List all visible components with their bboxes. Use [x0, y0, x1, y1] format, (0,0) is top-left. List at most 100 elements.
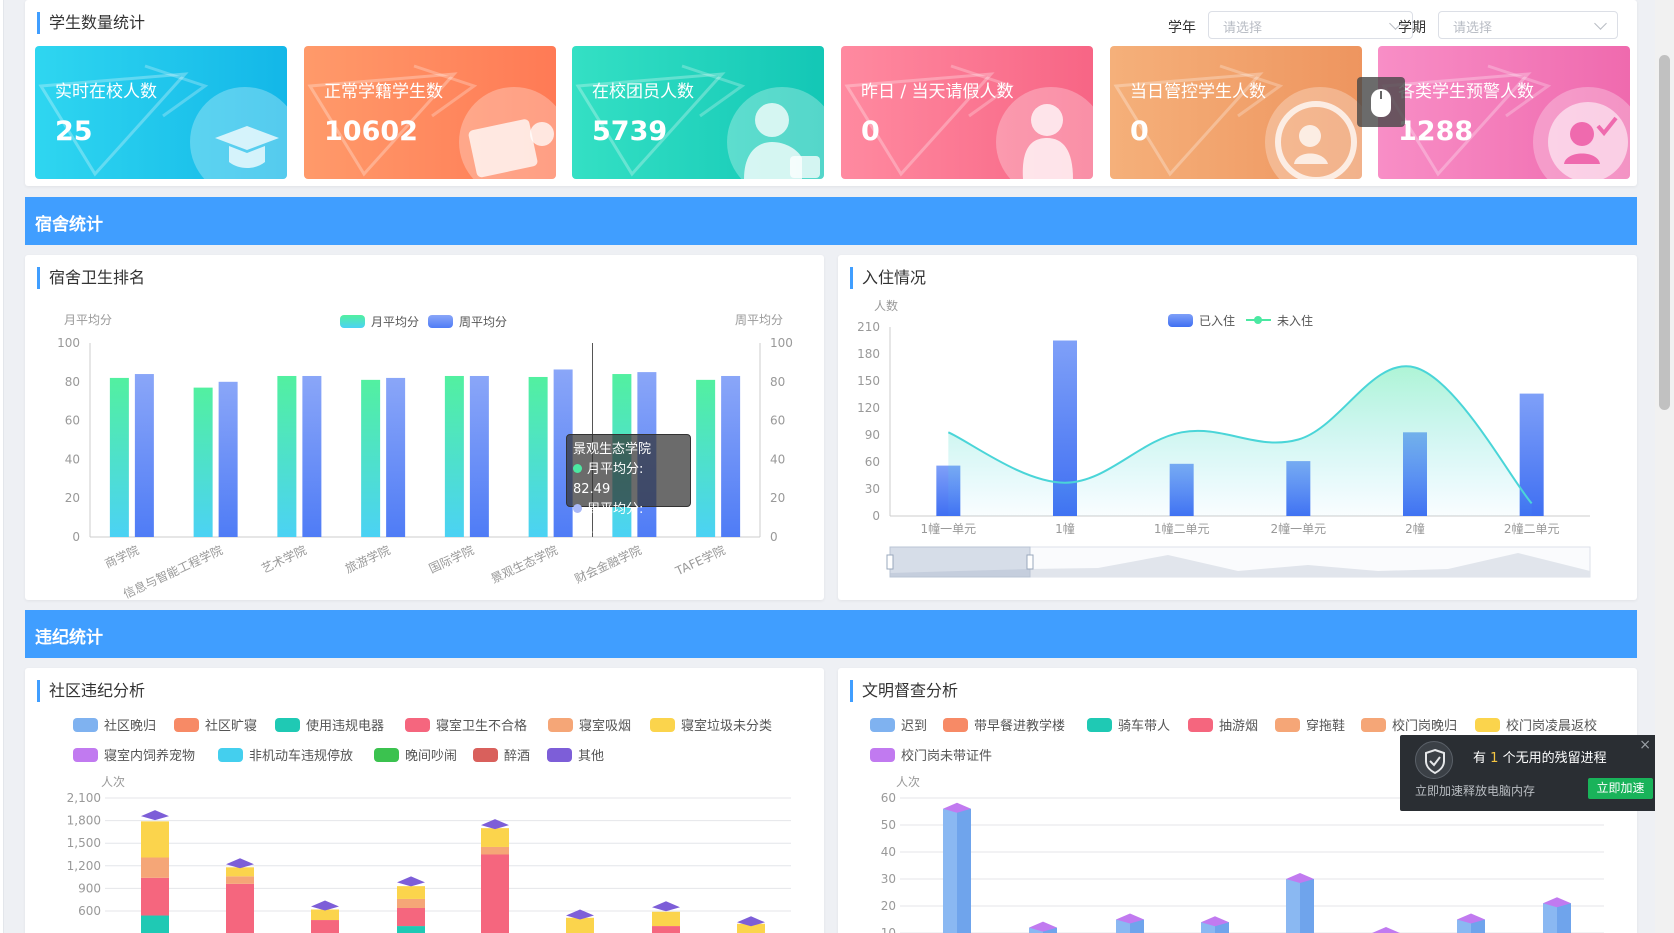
community-legend: 社区晚归 社区旷寝 使用违规电器 寝室卫生不合格 寝室吸烟 寝室垃圾未分类寝室内饲养宠物 非… [25, 668, 824, 768]
y-tick-right: 0 [770, 530, 778, 544]
legend-swatch [1188, 718, 1213, 732]
mouse-body [1371, 89, 1391, 117]
legend-item[interactable]: 使用违规电器 [275, 715, 384, 734]
y-tick: 2,100 [67, 791, 101, 805]
legend-item[interactable]: 寝室内饲养宠物 [73, 745, 195, 764]
legend-item[interactable]: 非机动车违规停放 [218, 745, 353, 764]
bar-civility-side [1130, 919, 1144, 933]
legend-item[interactable]: 寝室卫生不合格 [405, 715, 527, 734]
y-tick: 120 [857, 401, 880, 415]
stat-card[interactable]: 各类学生预警人数 1288 [1378, 46, 1630, 179]
legend-item[interactable]: 社区晚归 [73, 715, 156, 734]
y-tick-left: 0 [72, 530, 80, 544]
bar-cap [943, 802, 971, 813]
stat-card[interactable]: 正常学籍学生数 10602 [304, 46, 556, 179]
bar-segment [226, 876, 254, 884]
legend-item[interactable]: 晚间吵闹 [374, 745, 457, 764]
stat-card[interactable]: 昨日 / 当天请假人数 0 [841, 46, 1093, 179]
year-select[interactable]: 请选择 [1208, 11, 1413, 39]
popup-subtext: 立即加速释放电脑内存 [1415, 784, 1536, 798]
y-tick: 60 [881, 791, 896, 805]
arrow-decoration [681, 64, 746, 118]
civility-chart: 人次 10 20 30 40 50 60 [881, 775, 1604, 933]
legend-swatch [650, 718, 675, 732]
popup-msg-num: 1 [1490, 751, 1499, 766]
bar-segment [397, 886, 425, 899]
bar-cap [397, 876, 425, 887]
zoom-slider-window [889, 546, 1031, 578]
cap-top [215, 126, 279, 150]
arrow-decoration [1219, 64, 1284, 118]
legend-item[interactable]: 带早餐进教学楼 [943, 715, 1065, 734]
y-axis-name: 人次 [101, 775, 125, 789]
legend-swatch [473, 748, 498, 762]
bar-cap [1116, 913, 1144, 924]
tooltip-line-monthly-text: 月平均分: 82.49 [573, 462, 644, 497]
legend-label: 月平均分 [371, 315, 419, 329]
legend-swatch [340, 315, 365, 328]
legend-item[interactable]: 其他 [547, 745, 604, 764]
term-select[interactable]: 请选择 [1438, 11, 1618, 39]
y-tick-right: 100 [770, 336, 793, 350]
bar-civility-side [1557, 903, 1571, 933]
y-tick-left: 40 [65, 452, 80, 466]
body-shape [1564, 153, 1600, 164]
y-tick: 0 [872, 509, 880, 523]
bar-civility-side [1300, 879, 1314, 933]
speed-up-button[interactable]: 立即加速 [1588, 778, 1653, 799]
legend-item[interactable]: 穿拖鞋 [1275, 715, 1345, 734]
legend-item[interactable]: 社区旷寝 [174, 715, 257, 734]
chevron-down-icon [1594, 17, 1607, 30]
cleanup-popup: 有 1 个无用的残留进程 立即加速释放电脑内存 立即加速 × [1400, 735, 1661, 811]
scrollbar[interactable] [1655, 0, 1674, 933]
hygiene-chart: 月平均分 周平均分 月平均分 周平均分 0 0 20 20 40 40 60 60 80 80 100 100… [57, 313, 793, 600]
legend-item[interactable]: 抽游烟 [1188, 715, 1258, 734]
bar-segment [652, 926, 680, 933]
head-shape [755, 103, 789, 137]
bar-cap [1286, 873, 1314, 883]
bar-civility-side [1471, 919, 1485, 933]
stat-card-label: 昨日 / 当天请假人数 [861, 82, 1014, 102]
y-tick: 180 [857, 347, 880, 361]
bar-segment [397, 898, 425, 908]
y-tick: 50 [881, 818, 896, 832]
stat-card-value: 5739 [592, 116, 668, 147]
bar-cap [1029, 921, 1057, 932]
right-axis-name: 周平均分 [735, 313, 783, 327]
close-icon[interactable]: × [1639, 737, 1651, 753]
legend-item[interactable]: 骑车带人 [1087, 715, 1170, 734]
legend-label: 周平均分 [459, 315, 507, 329]
y-tick: 60 [865, 455, 880, 469]
bar-monthly [696, 379, 716, 537]
stat-card-decoration [575, 64, 824, 179]
legend-label: 校门岗晚归 [1392, 719, 1458, 734]
bar-civility-side [1043, 927, 1057, 933]
legend-item[interactable]: 迟到 [870, 715, 927, 734]
body-shape [1294, 153, 1328, 164]
scrollbar-thumb[interactable] [1659, 55, 1670, 410]
stat-card[interactable]: 当日管控学生人数 0 [1110, 46, 1362, 179]
bar-segment [141, 915, 169, 933]
legend-item[interactable]: 寝室吸烟 [548, 715, 631, 734]
legend-item[interactable]: 校门岗凌晨返校 [1475, 715, 1597, 734]
legend-swatch [1275, 718, 1300, 732]
y-tick: 30 [865, 482, 880, 496]
stat-card-label: 各类学生预警人数 [1398, 82, 1534, 102]
legend-label: 使用违规电器 [306, 719, 385, 734]
stat-card[interactable]: 实时在校人数 25 [35, 46, 287, 179]
x-tick-label: 1幢一单元 [921, 521, 977, 536]
bar-monthly [361, 379, 381, 537]
stat-card-decoration [38, 64, 287, 179]
legend-item[interactable]: 校门岗晚归 [1361, 715, 1457, 734]
stat-card[interactable]: 在校团员人数 5739 [572, 46, 824, 179]
popup-message: 有 1 个无用的残留进程 [1473, 747, 1607, 766]
legend-item[interactable]: 校门岗未带证件 [870, 745, 992, 764]
bar-cap [226, 858, 254, 869]
legend-item[interactable]: 醉酒 [473, 745, 530, 764]
legend-item[interactable]: 寝室垃圾未分类 [650, 715, 772, 734]
y-tick-left: 80 [65, 375, 80, 389]
legend-label: 校门岗未带证件 [901, 749, 993, 764]
zoom-handle-right [1026, 554, 1034, 570]
bar-cap [652, 901, 680, 912]
